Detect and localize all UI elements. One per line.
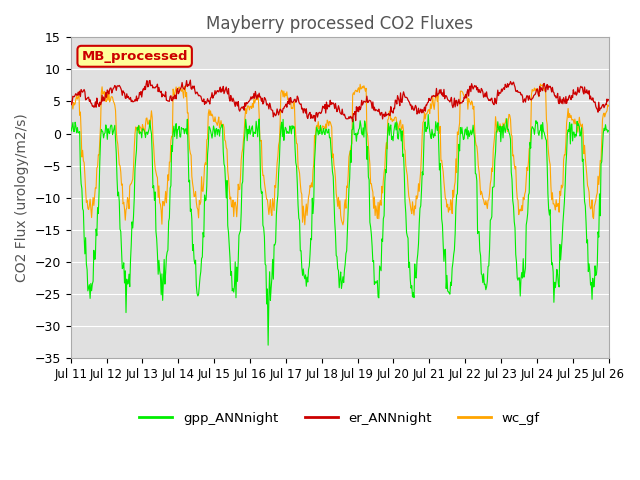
Text: MB_processed: MB_processed <box>81 50 188 63</box>
Legend: gpp_ANNnight, er_ANNnight, wc_gf: gpp_ANNnight, er_ANNnight, wc_gf <box>134 406 545 430</box>
Title: Mayberry processed CO2 Fluxes: Mayberry processed CO2 Fluxes <box>206 15 473 33</box>
Y-axis label: CO2 Flux (urology/m2/s): CO2 Flux (urology/m2/s) <box>15 113 29 282</box>
